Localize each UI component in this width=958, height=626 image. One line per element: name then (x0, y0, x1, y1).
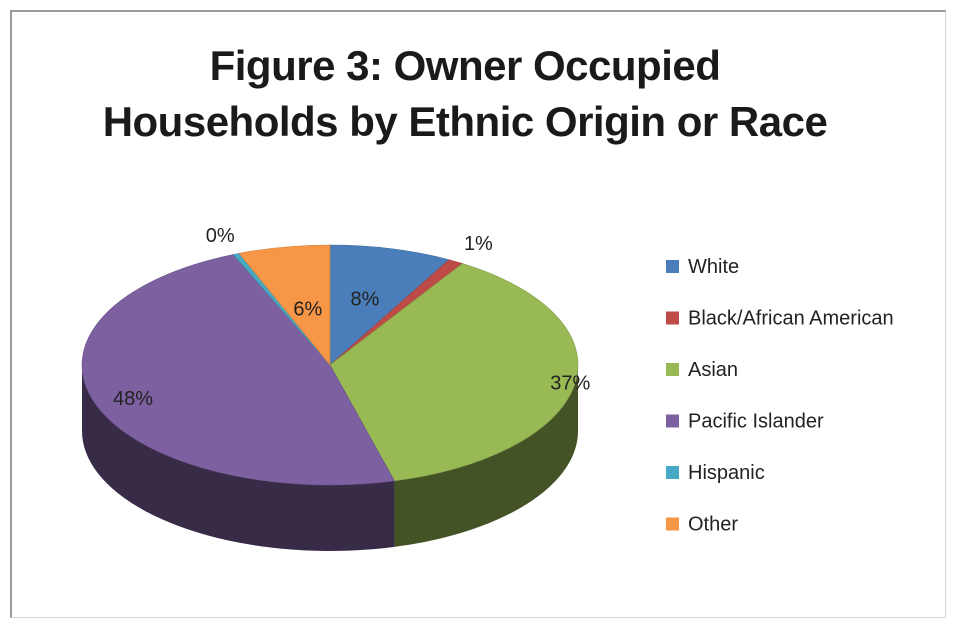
pie-slice-asian (329, 263, 579, 482)
data-label-white: 8% (351, 289, 380, 311)
pie-top (81, 244, 579, 486)
legend-swatch-other (666, 517, 679, 531)
legend-swatch-asian (666, 363, 679, 376)
legend: White Black/African American Asian Pacific … (666, 256, 894, 536)
legend-swatch-hispanic (666, 466, 679, 479)
legend-swatch-pacific-islander (666, 414, 679, 428)
pie-labels: 8% 1% 37% 48% 0% 6% (113, 225, 591, 410)
legend-label-hispanic: Hispanic (688, 462, 765, 484)
data-label-pacific-islander: 48% (113, 388, 153, 410)
pie-sides (82, 365, 578, 551)
chart-title: Figure 3: Owner Occupied Households by E… (40, 38, 890, 150)
legend-label-black-african-american: Black/African American (688, 308, 894, 330)
data-label-other: 6% (293, 298, 322, 320)
legend-label-other: Other (688, 514, 738, 536)
pie-side-pacific-islander (82, 365, 395, 551)
chart-title-line-2: Households by Ethnic Origin or Race (102, 98, 828, 145)
legend-swatch-white (666, 260, 679, 273)
pie-slice-other (238, 244, 331, 366)
legend-swatch-black-african-american (666, 311, 679, 325)
legend-label-asian: Asian (688, 359, 738, 381)
pie-slice-white (329, 244, 450, 366)
data-label-hispanic: 0% (206, 225, 235, 247)
data-label-asian: 37% (550, 373, 590, 395)
pie-side-asian (394, 365, 578, 547)
data-label-black-african-american: 1% (464, 233, 493, 255)
chart-title-line-1: Figure 3: Owner Occupied (209, 42, 721, 89)
legend-label-pacific-islander: Pacific Islander (688, 411, 824, 433)
legend-label-white: White (688, 256, 739, 278)
pie-slice-pacific-islander (81, 254, 395, 486)
